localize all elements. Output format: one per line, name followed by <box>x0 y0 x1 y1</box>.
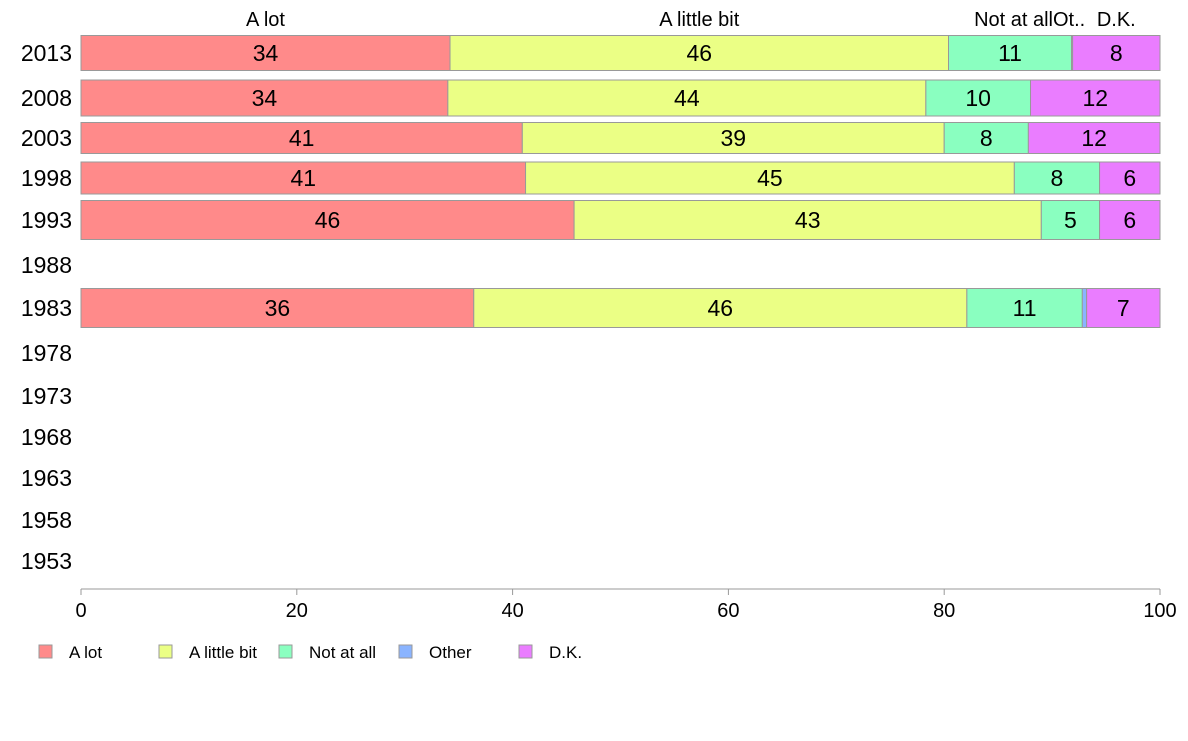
bar-value-label: 41 <box>289 125 315 151</box>
bar-value-label: 8 <box>1110 40 1123 66</box>
bar-segment <box>473 288 968 328</box>
y-tick-label: 1983 <box>21 295 72 321</box>
top-category-label: D.K. <box>1097 9 1136 31</box>
bar-segment <box>948 35 1073 71</box>
y-tick-label: 1958 <box>21 507 72 533</box>
legend-swatch <box>158 644 173 659</box>
bar-value-label: 11 <box>1013 295 1037 321</box>
bar-segment <box>1099 200 1161 240</box>
y-axis-labels: 2013 2008 2003 1998 1993 1988 1983 1978 1973 1968… <box>21 40 72 574</box>
legend-swatch <box>518 644 533 659</box>
bar-segment <box>1027 122 1161 154</box>
bar-segment <box>925 79 1032 117</box>
y-tick-label: 1953 <box>21 548 72 574</box>
bar-value-label: 46 <box>315 207 341 233</box>
top-category-label: A little bit <box>659 9 739 31</box>
bar-segment <box>1081 288 1088 328</box>
y-tick-label: 2003 <box>21 125 72 151</box>
bar-value-label: 43 <box>795 207 821 233</box>
y-tick-label: 1968 <box>21 424 72 450</box>
legend-label: D.K. <box>549 643 582 662</box>
x-tick-label: 80 <box>933 600 955 622</box>
bar-segment <box>449 35 950 71</box>
bar-value-label: 36 <box>265 295 291 321</box>
bar-value-label: 41 <box>290 165 316 191</box>
y-tick-label: 2013 <box>21 40 72 66</box>
bars <box>80 35 1161 328</box>
bar-segment <box>1099 161 1161 195</box>
bar-segment <box>1086 288 1161 328</box>
x-tick-label: 60 <box>717 600 739 622</box>
x-axis: 0 20 40 60 80 100 <box>75 588 1177 622</box>
legend-label: Not at all <box>309 643 376 662</box>
bar-segment <box>943 122 1029 154</box>
bar-value-label: 5 <box>1064 207 1077 233</box>
bar-segment <box>80 161 527 195</box>
x-tick-label: 20 <box>286 600 308 622</box>
top-category-labels: A lot A little bit Not at all Ot.. D.K. <box>246 9 1136 31</box>
bar-segment <box>80 122 523 154</box>
bar-segment <box>573 200 1042 240</box>
bar-segment <box>1072 35 1161 71</box>
bar-value-label: 12 <box>1081 125 1107 151</box>
bar-value-label: 45 <box>757 165 783 191</box>
bar-value-label: 12 <box>1082 85 1108 111</box>
bar-value-label: 44 <box>674 85 700 111</box>
legend-swatch <box>398 644 413 659</box>
bar-value-label: 39 <box>720 125 746 151</box>
legend-swatch <box>38 644 53 659</box>
y-tick-label: 1993 <box>21 207 72 233</box>
legend: A lot A little bit Not at all Other D.K. <box>38 643 582 662</box>
bar-value-label: 6 <box>1123 207 1136 233</box>
y-tick-label: 1998 <box>21 165 72 191</box>
top-category-label: Ot.. <box>1053 9 1085 31</box>
bar-value-label: 6 <box>1123 165 1136 191</box>
bar-value-label: 34 <box>252 85 278 111</box>
bar-value-label: 7 <box>1117 295 1130 321</box>
bar-segment <box>1030 79 1161 117</box>
legend-swatch <box>278 644 293 659</box>
bar-value-label: 34 <box>253 40 279 66</box>
bar-segment <box>80 35 451 71</box>
bar-segment <box>521 122 945 154</box>
y-tick-label: 1973 <box>21 383 72 409</box>
legend-label: Other <box>429 643 472 662</box>
bar-value-label: 46 <box>708 295 734 321</box>
y-tick-label: 2008 <box>21 85 72 111</box>
bar-segment <box>80 79 449 117</box>
x-tick-label: 40 <box>501 600 523 622</box>
top-category-label: A lot <box>246 9 285 31</box>
y-tick-label: 1978 <box>21 340 72 366</box>
bar-value-label: 8 <box>1051 165 1064 191</box>
bar-value-label: 11 <box>998 40 1022 66</box>
x-tick-label: 0 <box>75 600 86 622</box>
bar-value-label: 46 <box>686 40 712 66</box>
legend-label: A little bit <box>189 643 257 662</box>
bar-segment <box>1040 200 1101 240</box>
y-tick-label: 1963 <box>21 465 72 491</box>
bar-value-label: 8 <box>980 125 993 151</box>
y-tick-label: 1988 <box>21 252 72 278</box>
legend-label: A lot <box>69 643 102 662</box>
bar-segment <box>447 79 927 117</box>
bar-segment <box>1013 161 1101 195</box>
x-tick-label: 100 <box>1143 600 1176 622</box>
bar-value-label: 10 <box>965 85 991 111</box>
bar-segment <box>525 161 1015 195</box>
top-category-label: Not at all <box>974 9 1053 31</box>
